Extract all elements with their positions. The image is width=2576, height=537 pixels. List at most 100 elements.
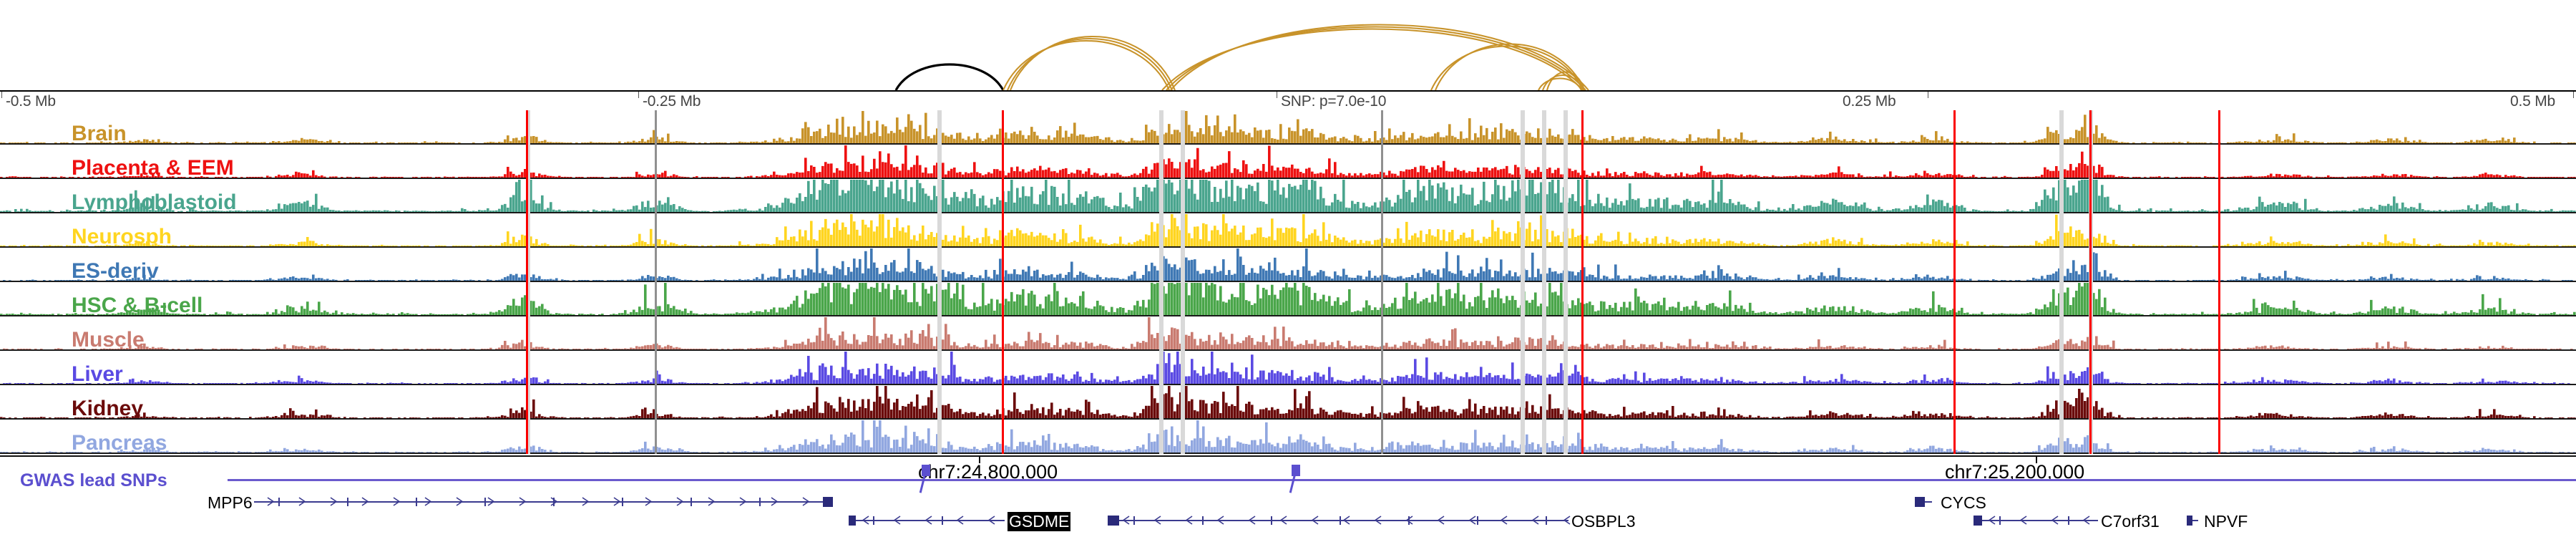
strand-arrow-forward-icon xyxy=(645,496,653,507)
signal-track[interactable]: Pancreas xyxy=(0,420,2576,454)
signal-histogram xyxy=(0,248,2576,281)
signal-histogram xyxy=(0,110,2576,143)
gene-exon xyxy=(1133,516,1135,525)
signal-track[interactable]: Muscle xyxy=(0,316,2576,351)
signal-histogram xyxy=(0,282,2576,315)
gwas-snp-marker[interactable] xyxy=(1292,465,1300,476)
strand-arrow-forward-icon xyxy=(424,496,432,507)
strand-arrow-reverse-icon xyxy=(1342,515,1350,526)
axis-tick-label: -0.5 Mb xyxy=(6,93,56,110)
gene-body-line xyxy=(2188,520,2198,521)
gene-npvf[interactable]: NPVF xyxy=(0,512,2576,531)
coordinate-tick xyxy=(979,455,980,463)
strand-arrow-reverse-icon xyxy=(1437,515,1445,526)
signal-track-stack[interactable]: Brain Placenta & EEM Lymphoblastoid Neurosp… xyxy=(0,110,2576,454)
signal-track[interactable]: Liver xyxy=(0,351,2576,385)
gene-exon xyxy=(2068,516,2069,525)
signal-track[interactable]: Placenta & EEM xyxy=(0,145,2576,179)
strand-arrow-reverse-icon xyxy=(1500,515,1508,526)
gene-osbpl3[interactable]: OSBPL3 xyxy=(0,512,2576,531)
signal-histogram xyxy=(0,213,2576,246)
gwas-lead-snp-track[interactable]: GWAS lead SNPs xyxy=(0,465,2576,493)
interaction-arc xyxy=(894,63,1005,91)
gene-exon xyxy=(1340,516,1341,525)
strand-arrow-reverse-icon xyxy=(1216,515,1224,526)
gene-mpp6[interactable]: MPP6 xyxy=(0,493,2576,512)
signal-histogram xyxy=(0,420,2576,453)
gene-start-block xyxy=(1108,516,1119,526)
strand-arrow-reverse-icon xyxy=(987,515,995,526)
gene-exon xyxy=(1408,516,1410,525)
gene-exon xyxy=(553,498,555,506)
track-label-lymphoblastoid: Lymphoblastoid xyxy=(72,190,237,213)
strand-arrow-forward-icon xyxy=(487,496,495,507)
axis-tick xyxy=(638,92,639,98)
track-label-neurosph: Neurosph xyxy=(72,225,172,248)
axis-tick xyxy=(2573,92,2574,98)
axis-tick-label: -0.25 Mb xyxy=(643,93,701,110)
track-label-placenta-eem: Placenta & EEM xyxy=(72,156,234,179)
interaction-arc xyxy=(1430,45,1584,91)
strand-arrow-reverse-icon xyxy=(1311,515,1319,526)
strand-arrow-reverse-icon xyxy=(1405,515,1413,526)
strand-arrow-forward-icon xyxy=(456,496,464,507)
strand-arrow-forward-icon xyxy=(330,496,338,507)
signal-histogram xyxy=(0,316,2576,349)
gene-label[interactable]: C7orf31 xyxy=(2101,512,2160,531)
coordinate-tick xyxy=(2036,455,2037,463)
strand-arrow-forward-icon xyxy=(298,496,306,507)
strand-arrow-forward-icon xyxy=(519,496,527,507)
signal-track[interactable]: Lymphoblastoid xyxy=(0,179,2576,213)
gwas-snp-connector xyxy=(919,474,926,493)
signal-histogram xyxy=(0,385,2576,418)
interaction-arc xyxy=(1007,38,1173,91)
strand-arrow-forward-icon xyxy=(802,496,810,507)
interaction-arc xyxy=(1166,26,1586,91)
gene-gsdme[interactable]: GSDME xyxy=(0,512,2576,531)
signal-track[interactable]: Brain xyxy=(0,110,2576,145)
track-label-es-deriv: ES-deriv xyxy=(72,259,159,282)
signal-track[interactable]: HSC & B-cell xyxy=(0,282,2576,316)
gwas-snp-marker[interactable] xyxy=(922,465,930,476)
interaction-arc xyxy=(1542,74,1584,91)
gene-label[interactable]: GSDME xyxy=(1008,512,1071,531)
strand-arrow-forward-icon xyxy=(361,496,369,507)
signal-bars xyxy=(0,111,2576,143)
signal-track[interactable]: Neurosph xyxy=(0,213,2576,248)
strand-arrow-reverse-icon xyxy=(1248,515,1256,526)
distance-axis: -0.5 Mb -0.25 Mb SNP: p=7.0e-10 0.25 Mb 0.5 … xyxy=(0,90,2576,110)
track-label-kidney: Kidney xyxy=(72,397,144,420)
strand-arrow-reverse-icon xyxy=(2051,515,2059,526)
gene-label[interactable]: OSBPL3 xyxy=(1571,512,1636,531)
gene-exon xyxy=(1271,516,1272,525)
gene-label[interactable]: MPP6 xyxy=(208,493,253,512)
gene-exon xyxy=(873,516,874,525)
gene-c7orf31[interactable]: C7orf31 xyxy=(0,512,2576,531)
gwas-snp-connector xyxy=(1289,474,1296,493)
coordinate-axis-line xyxy=(0,455,2576,457)
gene-exon xyxy=(942,516,943,525)
arc-svg xyxy=(894,24,1589,91)
signal-track[interactable]: ES-deriv xyxy=(0,248,2576,282)
strand-arrow-reverse-icon xyxy=(924,515,932,526)
gene-start-block xyxy=(1974,516,1982,526)
interaction-arc xyxy=(1435,43,1585,91)
gene-label[interactable]: CYCS xyxy=(1941,493,1986,512)
axis-tick-label: SNP: p=7.0e-10 xyxy=(1281,93,1387,110)
gene-start-block xyxy=(823,497,833,507)
strand-arrow-reverse-icon xyxy=(2019,515,2027,526)
strand-arrow-forward-icon xyxy=(582,496,590,507)
signal-track[interactable]: Kidney xyxy=(0,385,2576,420)
gene-body-line xyxy=(1975,520,2098,521)
signal-bars xyxy=(0,283,2576,315)
gene-label[interactable]: NPVF xyxy=(2204,512,2248,531)
strand-arrow-forward-icon xyxy=(613,496,621,507)
gene-annotation-track[interactable]: MPP6 GSDME OSBPL3 CYCS C7orf31 NPVF xyxy=(0,491,2576,537)
strand-arrow-forward-icon xyxy=(393,496,401,507)
strand-arrow-forward-icon xyxy=(676,496,684,507)
gene-start-block xyxy=(2187,516,2192,526)
gene-exon xyxy=(1999,516,2001,525)
gene-cycs[interactable]: CYCS xyxy=(0,493,2576,512)
signal-bars xyxy=(3,352,2570,384)
